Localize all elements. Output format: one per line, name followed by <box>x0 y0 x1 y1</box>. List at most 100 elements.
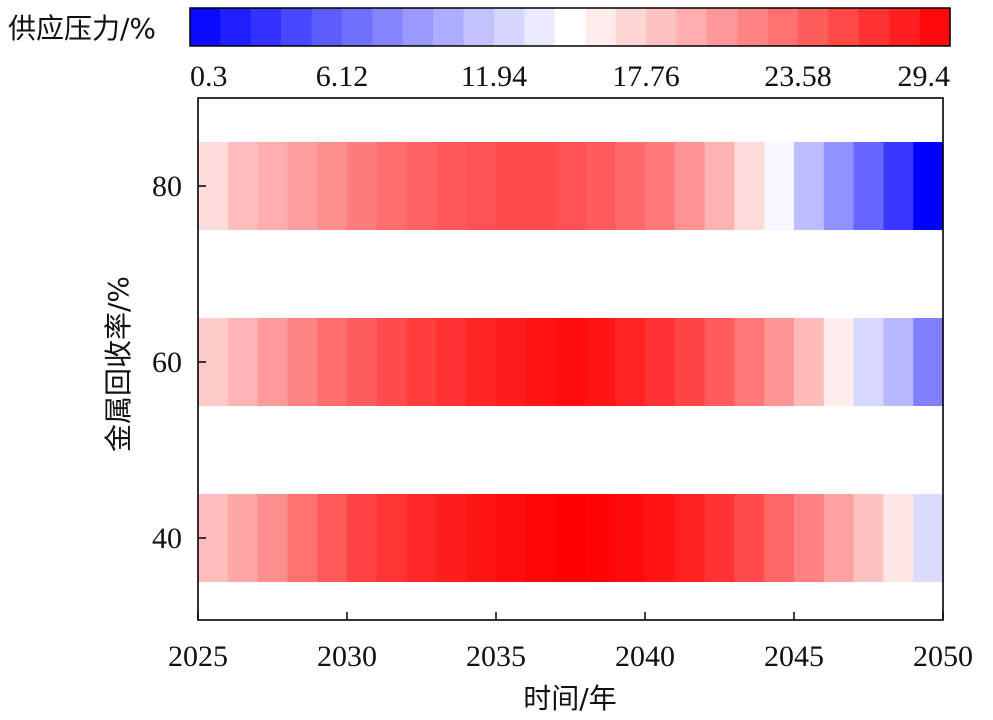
heatmap-cell <box>347 318 378 406</box>
heatmap-cell <box>257 494 288 582</box>
x-tick-label: 2050 <box>913 640 973 673</box>
heatmap-cell <box>823 318 855 406</box>
heatmap-cell <box>317 318 348 406</box>
heatmap-cell <box>466 318 497 406</box>
heatmap-cell <box>913 494 944 582</box>
colorbar-segment <box>767 8 799 46</box>
heatmap-cell <box>436 142 467 230</box>
colorbar-segment <box>463 8 495 46</box>
y-tick-label: 80 <box>152 170 182 203</box>
heatmap-cell <box>853 494 884 582</box>
x-tick-label: 2040 <box>615 640 675 673</box>
heatmap-cell <box>555 318 586 406</box>
heatmap-cell <box>496 318 527 406</box>
heatmap-cell <box>645 142 676 230</box>
heatmap-cell <box>585 142 616 230</box>
colorbar-segment <box>554 8 586 46</box>
heatmap-cell <box>704 318 735 406</box>
heatmap-cell <box>764 318 795 406</box>
heatmap-cell <box>376 142 408 230</box>
colorbar-segment <box>311 8 343 46</box>
heatmap-cell <box>913 142 944 230</box>
colorbar-segment <box>828 8 860 46</box>
heatmap-cell <box>883 318 914 406</box>
heatmap-cell <box>823 494 855 582</box>
y-axis-label: 金属回收率/% <box>102 276 135 452</box>
colorbar-segment <box>706 8 738 46</box>
heatmap-cells <box>198 142 944 582</box>
y-axis-ticks: 40 60 80 <box>152 170 206 555</box>
heatmap-cell <box>585 318 616 406</box>
colorbar-ticks: 0.3 6.12 11.94 17.76 23.58 29.4 <box>190 60 950 93</box>
heatmap-cell <box>376 494 408 582</box>
colorbar-segment <box>919 8 951 46</box>
heatmap-cell <box>853 142 884 230</box>
colorbar-segment <box>646 8 677 46</box>
colorbar-tick-label: 23.58 <box>764 60 832 93</box>
heatmap-cell <box>257 142 288 230</box>
heatmap-cell <box>257 318 288 406</box>
colorbar-tick-label: 17.76 <box>612 60 680 93</box>
x-tick-label: 2045 <box>764 640 824 673</box>
heatmap-cell <box>734 494 765 582</box>
heatmap-cell <box>615 142 646 230</box>
heatmap-cell <box>704 142 735 230</box>
heatmap-cell <box>436 318 467 406</box>
heatmap-cell <box>645 494 676 582</box>
colorbar-segment <box>615 8 647 46</box>
colorbar-segment <box>494 8 525 46</box>
heatmap-cell <box>227 318 259 406</box>
heatmap-cell <box>227 142 259 230</box>
colorbar-segment <box>190 8 221 46</box>
heatmap-cell <box>525 494 557 582</box>
heatmap-cell <box>376 318 408 406</box>
heatmap-cell <box>913 318 944 406</box>
colorbar-segment <box>798 8 829 46</box>
heatmap-cell <box>466 494 497 582</box>
heatmap-cell <box>794 318 825 406</box>
colorbar-tick-label: 0.3 <box>190 60 228 93</box>
heatmap-cell <box>674 318 706 406</box>
colorbar-segment <box>676 8 708 46</box>
heatmap-cell <box>853 318 884 406</box>
heatmap-cell <box>555 494 586 582</box>
colorbar-label: 供应压力/% <box>8 12 156 45</box>
heatmap-cell <box>347 142 378 230</box>
heatmap-cell <box>615 318 646 406</box>
heatmap-cell <box>436 494 467 582</box>
heatmap-cell <box>794 142 825 230</box>
heatmap-cell <box>287 494 318 582</box>
heatmap-cell <box>525 142 557 230</box>
heatmap-cell <box>287 142 318 230</box>
heatmap-cell <box>555 142 586 230</box>
heatmap-cell <box>406 494 437 582</box>
colorbar-segment <box>433 8 465 46</box>
heatmap-cell <box>466 142 497 230</box>
heatmap-cell <box>704 494 735 582</box>
colorbar-segment <box>220 8 252 46</box>
colorbar-segment <box>524 8 556 46</box>
y-tick-label: 40 <box>152 522 182 555</box>
heatmap-cell <box>406 318 437 406</box>
heatmap-cell <box>525 318 557 406</box>
colorbar-segment <box>858 8 890 46</box>
colorbar-frame <box>189 7 951 47</box>
heatmap-cell <box>734 142 765 230</box>
y-tick-label: 60 <box>152 346 182 379</box>
colorbar-tick-label: 6.12 <box>316 60 369 93</box>
heatmap-cell <box>764 142 795 230</box>
heatmap-cell <box>227 494 259 582</box>
heatmap-cell <box>883 494 914 582</box>
heatmap-cell <box>764 494 795 582</box>
colorbar-segment <box>372 8 404 46</box>
heatmap-cell <box>347 494 378 582</box>
colorbar-segment <box>342 8 373 46</box>
x-tick-label: 2025 <box>168 640 228 673</box>
colorbar-tick-label: 11.94 <box>461 60 527 93</box>
heatmap-cell <box>317 142 348 230</box>
colorbar-segment <box>737 8 769 46</box>
heatmap-cell <box>317 494 348 582</box>
colorbar-segment <box>402 8 434 46</box>
x-tick-label: 2035 <box>466 640 526 673</box>
